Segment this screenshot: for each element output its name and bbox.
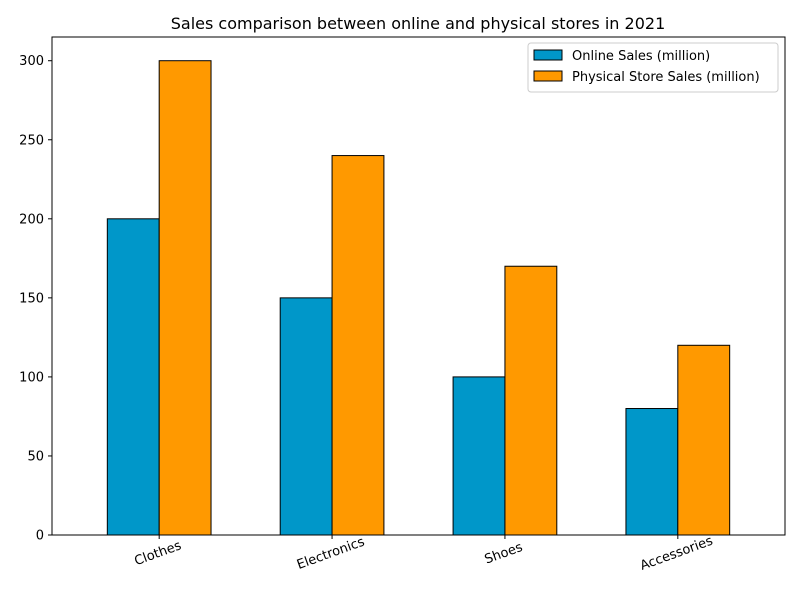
- y-axis: 0 50 100 150 200 250 300: [19, 54, 52, 544]
- legend-box: [527, 42, 779, 93]
- bar-online-electronics: [279, 297, 333, 536]
- legend: Online Sales (million) Physical Store Sal…: [527, 42, 779, 93]
- y-tick-label: 50: [27, 449, 44, 464]
- y-tick-label: 250: [19, 133, 44, 148]
- x-tick-label: Accessories: [638, 534, 715, 574]
- bar-physical-shoes: [504, 265, 558, 536]
- x-tick-label: Electronics: [295, 534, 367, 572]
- legend-swatch: [533, 70, 563, 82]
- y-tick-label: 0: [36, 529, 44, 544]
- legend-swatch: [533, 49, 563, 61]
- y-tick-label: 150: [19, 291, 44, 306]
- x-tick-label: Clothes: [133, 538, 184, 569]
- y-tick-label: 100: [19, 370, 44, 385]
- y-tick-label: 300: [19, 54, 44, 69]
- legend-label: Physical Store Sales (million): [572, 70, 760, 85]
- legend-label: Online Sales (million): [572, 49, 710, 64]
- bar-physical-electronics: [331, 155, 385, 536]
- bars-layer: [106, 60, 731, 536]
- bar-online-accessories: [625, 408, 679, 536]
- x-axis: Clothes Electronics Shoes Accessories: [133, 534, 716, 574]
- plot-frame: [51, 36, 786, 536]
- bar-physical-clothes: [158, 60, 212, 536]
- bar-online-clothes: [106, 218, 160, 536]
- x-tick-label: Shoes: [483, 540, 525, 568]
- bar-online-shoes: [452, 376, 506, 536]
- bar-physical-accessories: [677, 344, 731, 536]
- y-tick-label: 200: [19, 212, 44, 227]
- chart-title: Sales comparison between online and phys…: [171, 14, 666, 33]
